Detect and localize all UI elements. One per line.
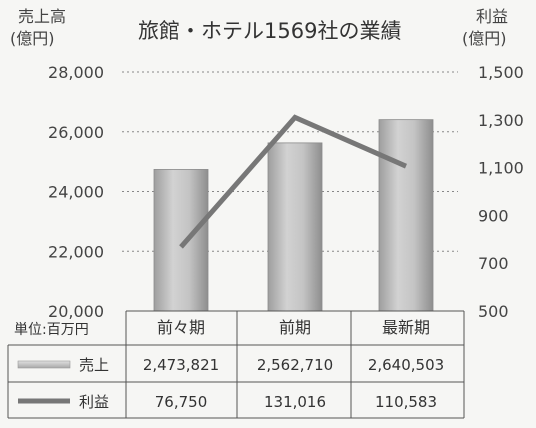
table-cell: 131,016 <box>264 393 326 411</box>
left-tick-label: 26,000 <box>48 123 104 142</box>
table-cell: 110,583 <box>375 393 437 411</box>
sales-bars <box>154 120 433 311</box>
right-tick-label: 1,300 <box>478 111 524 130</box>
table-cell: 2,640,503 <box>368 356 444 374</box>
table-header-cell: 前々期 <box>157 318 205 337</box>
data-table: 単位:百万円 前々期 前期 最新期 売上 利益 2,473,821 2,562,… <box>8 311 464 418</box>
legend-swatch-sales <box>18 361 70 368</box>
table-row-name: 売上 <box>79 356 109 374</box>
right-tick-label: 500 <box>478 302 509 321</box>
left-axis-label: 売上高 <box>18 7 66 26</box>
sales-bar <box>379 120 433 311</box>
chart-title: 旅館・ホテル1569社の業績 <box>138 19 401 43</box>
table-cell: 2,473,821 <box>143 356 219 374</box>
table-cell: 2,562,710 <box>257 356 333 374</box>
table-row-name: 利益 <box>79 393 109 411</box>
right-tick-label: 1,500 <box>478 63 524 82</box>
left-tick-label: 20,000 <box>48 302 104 321</box>
right-axis-unit: (億円) <box>462 29 507 48</box>
table-header-cell: 最新期 <box>382 318 430 337</box>
right-axis-label: 利益 <box>476 7 508 26</box>
left-axis-unit: (億円) <box>10 29 55 48</box>
right-axis-ticks: 1,500 1,300 1,100 900 700 500 <box>478 63 524 321</box>
right-tick-label: 1,100 <box>478 159 524 178</box>
sales-bar <box>268 143 322 311</box>
left-tick-label: 24,000 <box>48 183 104 202</box>
left-tick-label: 22,000 <box>48 242 104 261</box>
table-unit-label: 単位:百万円 <box>14 322 89 338</box>
right-tick-label: 900 <box>478 206 509 225</box>
right-tick-label: 700 <box>478 254 509 273</box>
table-header-cell: 前期 <box>279 318 311 337</box>
left-axis-ticks: 28,000 26,000 24,000 22,000 20,000 <box>48 63 104 321</box>
sales-bar <box>154 169 208 311</box>
table-cell: 76,750 <box>155 393 208 411</box>
left-tick-label: 28,000 <box>48 63 104 82</box>
